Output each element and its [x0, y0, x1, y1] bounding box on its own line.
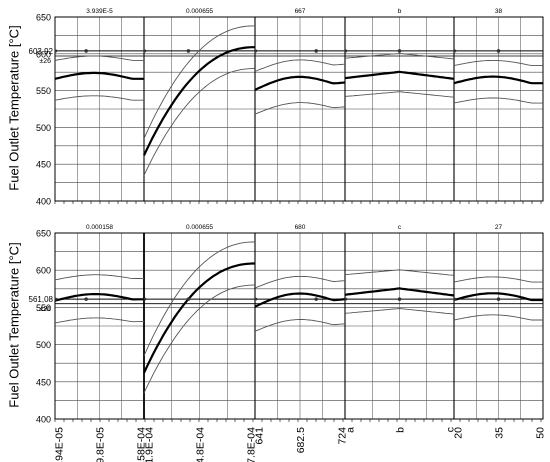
response-trace — [254, 75, 346, 91]
current-point-marker — [397, 49, 402, 53]
panel-header-value: 0.000158 — [86, 224, 113, 231]
y-tick-label: 600 — [36, 266, 51, 276]
upper-band-line — [143, 25, 256, 139]
x-tick-label: c — [445, 427, 457, 432]
current-point-marker — [397, 297, 402, 301]
x-tick-label: 50 — [534, 427, 546, 439]
current-point-marker — [84, 49, 88, 53]
current-point-marker — [314, 297, 319, 301]
response-trace — [453, 292, 543, 302]
panel-edge-marker — [54, 49, 58, 53]
upper-band-line — [54, 55, 144, 61]
x-tick-label: b — [395, 427, 407, 433]
upper-band-line — [453, 276, 543, 283]
response-trace — [254, 292, 346, 308]
y-tick-label: 600 — [36, 49, 51, 59]
x-tick-label: 35 — [494, 427, 506, 439]
lower-band-line — [143, 284, 255, 394]
x-tick-label: a — [344, 427, 356, 433]
lower-band-line — [344, 308, 455, 315]
response-trace — [143, 46, 255, 156]
y-tick-label: 450 — [36, 160, 51, 170]
y-tick-label: 500 — [36, 123, 51, 133]
panel-header-value: 0.000655 — [186, 8, 213, 15]
lower-band-line — [54, 317, 145, 324]
band-label: ±26 — [39, 58, 51, 65]
response-trace — [143, 262, 255, 374]
upper-band-line — [143, 241, 256, 356]
x-tick-label: 7.8E-04 — [246, 427, 258, 462]
panel-edge-marker — [453, 49, 457, 53]
current-value-label: 603,92 — [29, 47, 54, 56]
panel-edge-marker — [344, 49, 348, 53]
response-trace — [54, 293, 145, 302]
panel-header-value: 0.000655 — [186, 224, 213, 231]
x-tick-label: 9.8E-05 — [95, 427, 107, 462]
current-point-marker — [186, 297, 191, 301]
x-tick-label: 724 — [336, 427, 348, 445]
current-value-label: 561,08 — [29, 295, 54, 304]
y-tick-label: 500 — [36, 340, 51, 350]
panel-header-value: 3.939E-5 — [86, 8, 113, 15]
upper-band-line — [453, 59, 543, 67]
plot-frame — [54, 232, 544, 420]
panel-header-value: 680 — [295, 224, 306, 231]
current-point-marker — [84, 297, 88, 301]
x-tick-label: 641 — [254, 427, 266, 445]
upper-band-line — [54, 274, 144, 281]
lower-band-line — [254, 319, 346, 332]
y-tick-label: 650 — [36, 229, 51, 239]
panel-edge-marker — [54, 297, 58, 301]
current-point-marker — [186, 49, 191, 53]
lower-band-line — [453, 314, 543, 321]
panel-edge-marker — [344, 297, 348, 301]
panel-header-value: b — [398, 8, 402, 15]
panel-edge-marker — [254, 297, 258, 301]
band-label: ±26 — [39, 306, 51, 313]
x-tick-label: 4.8E-04 — [195, 427, 207, 462]
lower-band-line — [143, 68, 256, 176]
lower-band-line — [54, 95, 144, 101]
response-trace — [453, 75, 543, 85]
lower-band-line — [344, 91, 455, 98]
plot-frame — [54, 16, 544, 202]
x-tick-label: 1.9E-04 — [143, 427, 155, 462]
response-trace — [344, 287, 455, 297]
response-trace — [344, 70, 455, 80]
panel-edge-marker — [254, 49, 258, 53]
panel-header-value: 27 — [495, 224, 503, 231]
x-tick-label: 20 — [453, 427, 465, 439]
upper-band-line — [254, 275, 346, 289]
y-tick-label: 400 — [36, 415, 51, 425]
lower-band-line — [254, 102, 346, 115]
panel-header-value: 38 — [495, 8, 503, 15]
lower-band-line — [453, 97, 543, 104]
x-tick-label: 1.58E-04 — [135, 427, 147, 462]
current-point-marker — [496, 49, 501, 53]
response-trace — [54, 71, 144, 80]
y-tick-label: 650 — [36, 13, 51, 23]
panel-header-value: 667 — [295, 8, 306, 15]
current-point-marker — [496, 297, 501, 301]
y-tick-label: 400 — [36, 197, 51, 207]
panel-edge-marker — [453, 297, 457, 301]
upper-band-line — [254, 59, 346, 72]
y-tick-label: 550 — [36, 303, 51, 313]
y-tick-label: 450 — [36, 377, 51, 387]
panel-edge-marker — [143, 49, 147, 53]
current-point-marker — [314, 49, 319, 53]
upper-band-line — [344, 52, 455, 60]
upper-band-line — [344, 269, 455, 276]
y-tick-label: 550 — [36, 86, 51, 96]
panel-edge-marker — [143, 297, 147, 301]
x-tick-label: 682.5 — [295, 427, 307, 453]
x-tick-label: 3.94E-05 — [54, 427, 66, 462]
panel-header-value: c — [398, 224, 402, 231]
